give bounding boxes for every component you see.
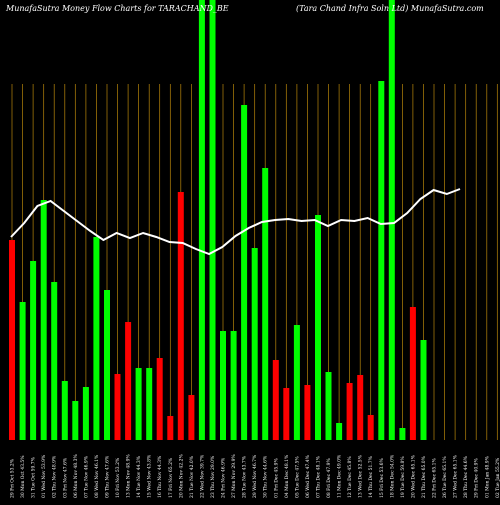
x-tick-label: 10 Fri Nov 53.2% bbox=[115, 457, 121, 498]
money-flow-bar bbox=[347, 383, 353, 440]
x-tick-label: 24 Fri Nov 46.9% bbox=[221, 457, 227, 498]
money-flow-bar bbox=[252, 248, 258, 440]
money-flow-bar bbox=[104, 290, 110, 440]
money-flow-bar bbox=[178, 192, 184, 440]
x-tick-label: 15 Fri Dec 53.6% bbox=[379, 457, 385, 498]
money-flow-bar bbox=[20, 302, 26, 440]
x-tick-label: 07 Tue Nov 46.9% bbox=[83, 455, 89, 498]
x-tick-label: 30 Thu Nov 44.6% bbox=[263, 455, 269, 498]
x-tick-label: 13 Wed Dec 52.5% bbox=[358, 454, 364, 498]
money-flow-bar bbox=[83, 387, 89, 440]
x-tick-label: 16 Thu Nov 44.3% bbox=[157, 455, 163, 498]
x-tick-label: 05 Tue Dec 47.5% bbox=[294, 456, 300, 498]
money-flow-bar bbox=[273, 360, 279, 440]
money-flow-bar bbox=[399, 428, 405, 440]
money-flow-bar bbox=[62, 381, 68, 440]
x-tick-label: 03 Fri Nov 47.6% bbox=[62, 457, 68, 498]
x-tick-label: 27 Mon Nov 29.9% bbox=[231, 454, 237, 498]
money-flow-bar bbox=[231, 331, 237, 440]
x-tick-label: 21 Thu Dec 65.0% bbox=[421, 455, 427, 498]
money-flow-bar bbox=[262, 168, 268, 440]
money-flow-bar bbox=[210, 0, 216, 440]
money-flow-bar bbox=[136, 368, 142, 440]
x-tick-label: 22 Wed Nov 39.7% bbox=[199, 454, 205, 498]
money-flow-bar bbox=[421, 340, 427, 440]
x-tick-label: 19 Tue Dec 59.8% bbox=[400, 456, 406, 498]
money-flow-bar bbox=[199, 0, 205, 440]
money-flow-bar bbox=[283, 388, 289, 440]
money-flow-bar bbox=[93, 237, 99, 440]
x-tick-label: 27 Wed Dec 65.1% bbox=[453, 454, 459, 498]
money-flow-bar bbox=[30, 261, 36, 440]
money-flow-bar bbox=[167, 416, 173, 440]
money-flow-bar bbox=[368, 415, 374, 440]
x-tick-label: 29 Fri Oct 53.2% bbox=[10, 458, 16, 498]
x-tick-label: 14 Thu Dec 51.7% bbox=[368, 455, 374, 498]
x-tick-label: 02 Thu Nov 48.9% bbox=[52, 455, 58, 498]
money-flow-bar bbox=[326, 372, 332, 440]
x-tick-label: 08 Wed Nov 46.1% bbox=[94, 454, 100, 498]
money-flow-bar bbox=[188, 395, 194, 440]
money-flow-bar bbox=[304, 385, 310, 440]
money-flow-bar bbox=[115, 374, 121, 440]
x-tick-label: 07 Thu Dec 48.1% bbox=[316, 455, 322, 498]
money-flow-bar bbox=[51, 282, 57, 440]
money-flow-bar bbox=[9, 240, 15, 440]
x-tick-label: 06 Wed Dec 47.4% bbox=[305, 454, 311, 498]
x-tick-label: 14 Tue Nov 44.3% bbox=[136, 455, 142, 498]
x-tick-label: 11 Mon Dec 49.0% bbox=[337, 454, 343, 498]
x-tick-label: 09 Thu Nov 47.6% bbox=[105, 455, 111, 498]
x-tick-label: 06 Mon Nov 48.3% bbox=[73, 454, 79, 498]
money-flow-bar bbox=[389, 0, 395, 440]
money-flow-bar bbox=[336, 423, 342, 440]
x-tick-label: 01 Wed Nov 53.9% bbox=[41, 454, 47, 498]
money-flow-bar bbox=[294, 325, 300, 440]
x-tick-label: 26 Tue Dec 65.1% bbox=[442, 456, 448, 498]
money-flow-bar bbox=[241, 105, 247, 440]
x-tick-label: 30 Mon Oct 43.5% bbox=[20, 455, 26, 498]
money-flow-bar bbox=[378, 81, 384, 440]
money-flow-bar bbox=[357, 375, 363, 440]
chart-title-right: (Tara Chand Infra Soln Ltd) MunafaSutra.… bbox=[296, 4, 484, 13]
x-tick-label: 15 Wed Nov 43.8% bbox=[147, 454, 153, 498]
money-flow-bar bbox=[146, 368, 152, 440]
money-flow-bar bbox=[125, 322, 131, 440]
money-flow-bar bbox=[72, 401, 78, 440]
x-tick-label: 20 Mon Nov 42.2% bbox=[178, 454, 184, 498]
x-tick-label: 18 Mon Dec 54.0% bbox=[389, 454, 395, 498]
money-flow-bar bbox=[157, 358, 163, 440]
x-tick-label: 17 Fri Nov 65.2% bbox=[168, 457, 174, 498]
x-tick-label: 02 Tue Jan 55.2% bbox=[495, 457, 500, 498]
x-tick-label: 31 Tue Oct 59.7% bbox=[31, 456, 37, 498]
x-tick-label: 01 Fri Dec 45.9% bbox=[273, 457, 279, 498]
x-tick-label: 20 Wed Dec 65.1% bbox=[410, 454, 416, 498]
x-tick-label: 23 Thu Nov 29.0% bbox=[210, 455, 216, 498]
money-flow-bar bbox=[315, 215, 321, 440]
x-tick-label: 28 Thu Dec 44.6% bbox=[463, 455, 469, 498]
chart-title-left: MunafaSutra Money Flow Charts for TARACH… bbox=[5, 4, 229, 13]
x-tick-label: 13 Mon Nov 48.9% bbox=[126, 454, 132, 498]
x-tick-label: 04 Mon Dec 48.1% bbox=[284, 454, 290, 498]
x-tick-label: 08 Fri Dec 47.9% bbox=[326, 457, 332, 498]
x-tick-label: 29 Fri Dec 40.9% bbox=[474, 457, 480, 498]
money-flow-bar bbox=[410, 307, 416, 440]
x-tick-label: 21 Tue Nov 42.0% bbox=[189, 455, 195, 498]
money-flow-bar bbox=[41, 200, 47, 440]
x-tick-label: 28 Tue Nov 43.7% bbox=[242, 455, 248, 498]
x-tick-label: 22 Fri Dec 65.1% bbox=[432, 457, 438, 498]
x-tick-label: 01 Mon Jan 48.9% bbox=[484, 455, 490, 498]
money-flow-bar bbox=[220, 331, 226, 440]
x-tick-label: 12 Tue Dec 45.8% bbox=[347, 456, 353, 498]
x-tick-label: 29 Wed Nov 46.7% bbox=[252, 454, 258, 498]
